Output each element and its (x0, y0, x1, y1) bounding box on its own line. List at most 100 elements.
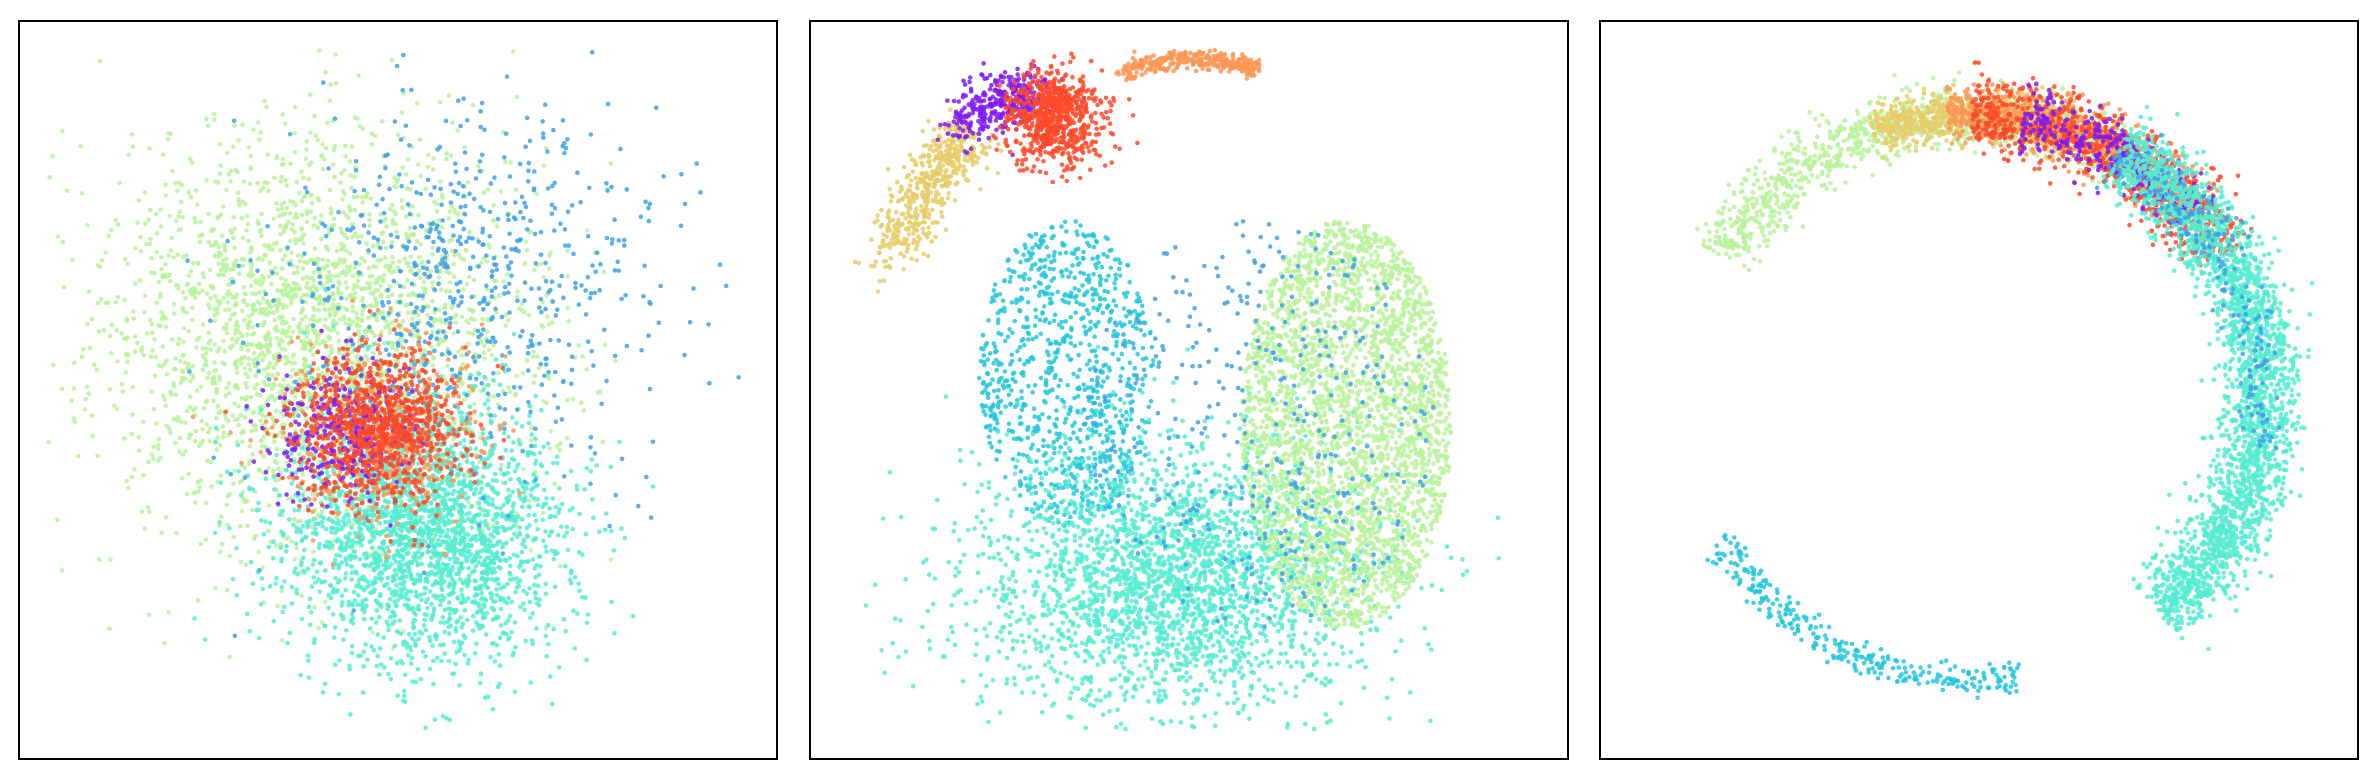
point (200, 438, 206, 444)
point (153, 354, 159, 360)
point (260, 443, 265, 449)
point (242, 317, 247, 323)
point (218, 409, 223, 414)
point (528, 493, 534, 498)
point (553, 504, 559, 510)
point (217, 519, 222, 525)
point (368, 561, 374, 567)
point (158, 295, 163, 300)
point (412, 639, 418, 644)
point (619, 526, 624, 531)
point (486, 347, 492, 353)
point (486, 242, 491, 247)
point (233, 322, 238, 328)
point (425, 549, 431, 555)
point (412, 618, 418, 623)
point (446, 427, 452, 433)
point (376, 552, 382, 558)
point (552, 481, 557, 486)
point (428, 500, 434, 505)
point (498, 623, 504, 628)
point (186, 273, 192, 279)
point (218, 480, 224, 486)
point (94, 367, 99, 372)
point (211, 455, 216, 461)
point (401, 524, 407, 529)
point (244, 394, 249, 400)
point (142, 221, 148, 227)
point (308, 257, 313, 263)
point (383, 519, 388, 525)
point (565, 305, 571, 311)
point (313, 580, 318, 585)
point (584, 367, 589, 372)
point (608, 464, 614, 470)
point (405, 157, 411, 162)
point (544, 470, 550, 476)
point (580, 354, 585, 359)
point (284, 205, 290, 211)
point (482, 541, 488, 547)
point (480, 474, 486, 480)
point (271, 365, 277, 371)
point (115, 294, 121, 300)
point (256, 549, 261, 555)
point (249, 245, 254, 250)
point (429, 549, 435, 554)
point (579, 400, 584, 406)
point (178, 419, 184, 424)
point (421, 623, 427, 628)
point (552, 584, 558, 590)
point (461, 287, 466, 293)
point (225, 150, 230, 156)
point (490, 641, 495, 646)
point (557, 486, 562, 491)
point (314, 257, 319, 262)
point (173, 440, 178, 446)
point (382, 498, 388, 504)
point (516, 437, 522, 443)
point (490, 552, 495, 557)
point (343, 248, 349, 254)
point (538, 564, 543, 569)
point (503, 323, 508, 328)
point (107, 333, 113, 339)
point (227, 654, 232, 660)
point (475, 592, 480, 598)
point (348, 712, 353, 717)
point (400, 563, 405, 568)
point (365, 347, 371, 352)
point (337, 658, 342, 663)
point (279, 174, 285, 180)
point (567, 508, 573, 513)
point (202, 637, 208, 642)
point (224, 262, 229, 268)
point (258, 188, 263, 194)
point (292, 104, 298, 110)
point (269, 386, 275, 392)
point (201, 274, 207, 280)
point (448, 153, 454, 159)
point (306, 675, 312, 680)
point (374, 563, 380, 568)
point (467, 229, 472, 235)
point (170, 168, 175, 174)
point (467, 573, 472, 578)
point (369, 131, 375, 137)
point (517, 531, 523, 537)
point (466, 341, 471, 347)
point (132, 281, 138, 286)
point (285, 282, 290, 288)
point (498, 606, 504, 612)
point (410, 203, 415, 209)
point (101, 328, 107, 333)
point (387, 283, 393, 289)
point (482, 356, 488, 361)
point (383, 216, 388, 222)
point (501, 279, 507, 284)
point (289, 451, 295, 456)
point (422, 585, 428, 591)
point (346, 537, 351, 542)
point (544, 549, 549, 554)
point (267, 260, 273, 265)
